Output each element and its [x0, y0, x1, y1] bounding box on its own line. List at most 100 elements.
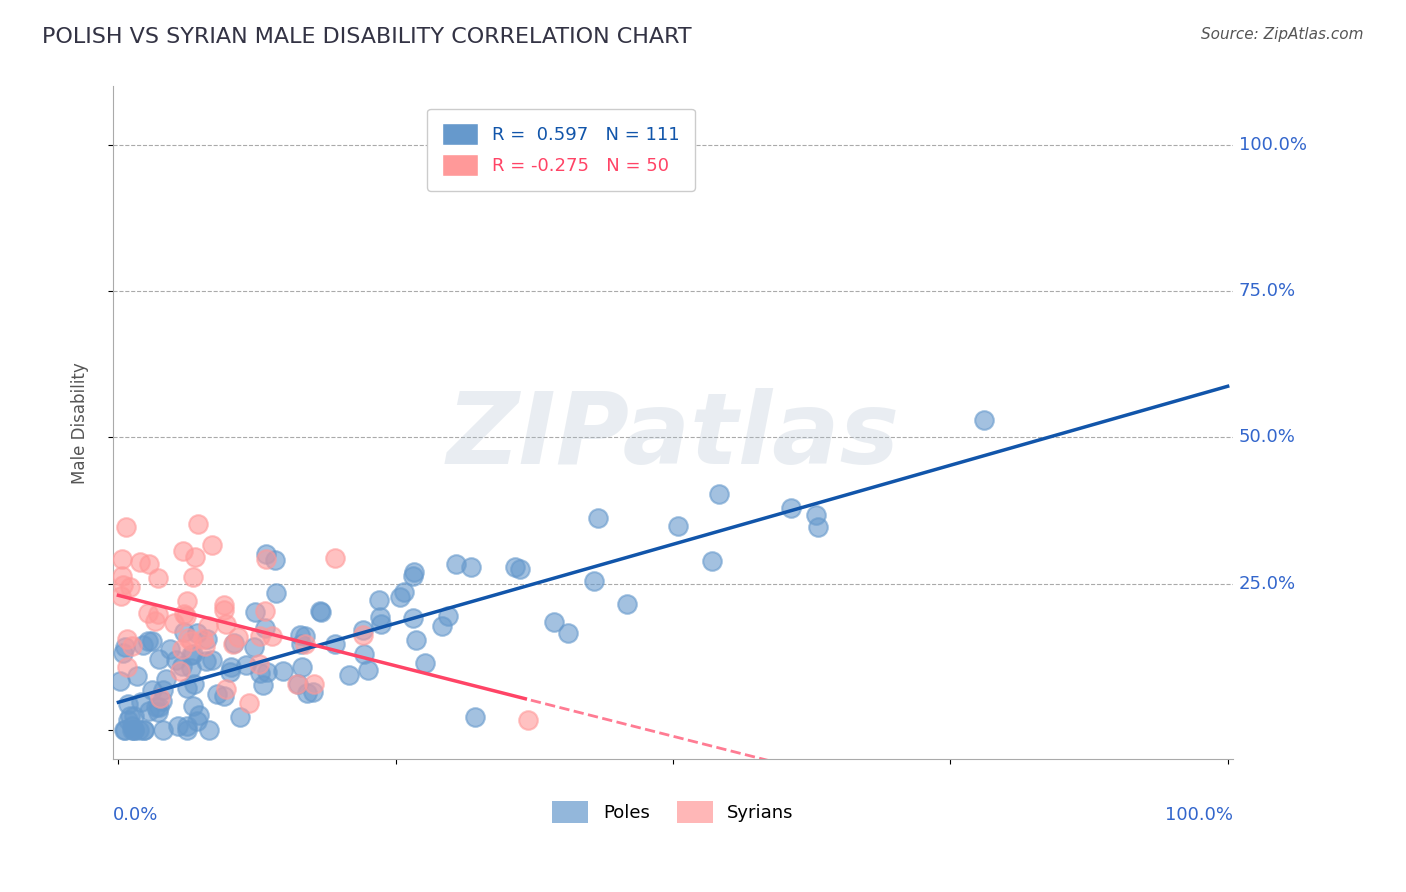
- Poles: [221, 659, 243, 673]
- Poles: [290, 627, 312, 641]
- Poles: [176, 718, 198, 732]
- Poles: [125, 669, 148, 683]
- Poles: [256, 665, 278, 680]
- Poles: [402, 565, 425, 579]
- Syrians: [111, 569, 134, 583]
- Poles: [254, 547, 277, 561]
- Poles: [287, 677, 309, 691]
- Poles: [170, 659, 193, 673]
- Poles: [138, 633, 160, 648]
- Syrians: [110, 590, 132, 604]
- Poles: [165, 653, 187, 667]
- Syrians: [173, 607, 195, 621]
- Syrians: [249, 629, 271, 643]
- Poles: [128, 723, 150, 737]
- Poles: [709, 487, 731, 501]
- Syrians: [120, 581, 142, 595]
- Poles: [352, 623, 374, 637]
- Poles: [668, 519, 690, 533]
- Poles: [243, 605, 266, 619]
- Poles: [370, 616, 392, 631]
- Syrians: [170, 641, 193, 656]
- Poles: [582, 574, 605, 588]
- Legend: Poles, Syrians: Poles, Syrians: [546, 794, 801, 830]
- Syrians: [146, 571, 169, 585]
- Poles: [243, 640, 266, 654]
- Poles: [229, 710, 252, 724]
- Poles: [505, 560, 527, 574]
- Text: Source: ZipAtlas.com: Source: ZipAtlas.com: [1201, 27, 1364, 42]
- Syrians: [112, 578, 135, 592]
- Y-axis label: Male Disability: Male Disability: [72, 362, 89, 483]
- Poles: [173, 625, 195, 640]
- Syrians: [146, 607, 169, 621]
- Poles: [159, 642, 181, 657]
- Syrians: [212, 598, 235, 612]
- Syrians: [215, 681, 238, 696]
- Poles: [112, 723, 135, 737]
- Poles: [224, 636, 246, 650]
- Poles: [302, 685, 325, 699]
- Text: 100.0%: 100.0%: [1239, 136, 1306, 153]
- Poles: [780, 500, 803, 515]
- Poles: [180, 648, 202, 662]
- Syrians: [177, 632, 200, 646]
- Syrians: [304, 677, 326, 691]
- Poles: [252, 677, 274, 691]
- Syrians: [215, 616, 238, 631]
- Poles: [186, 626, 208, 640]
- Poles: [804, 508, 827, 522]
- Syrians: [115, 660, 138, 674]
- Poles: [235, 658, 257, 673]
- Poles: [132, 639, 155, 653]
- Poles: [176, 723, 198, 737]
- Syrians: [174, 609, 197, 624]
- Poles: [309, 604, 332, 618]
- Poles: [152, 683, 174, 698]
- Syrians: [115, 520, 138, 534]
- Syrians: [247, 657, 270, 672]
- Poles: [134, 723, 156, 737]
- Poles: [218, 665, 240, 679]
- Poles: [117, 713, 139, 727]
- Syrians: [325, 550, 347, 565]
- Syrians: [287, 677, 309, 691]
- Syrians: [200, 538, 222, 552]
- Poles: [509, 562, 531, 576]
- Poles: [392, 585, 415, 599]
- Syrians: [176, 594, 198, 608]
- Poles: [700, 554, 723, 568]
- Poles: [181, 648, 204, 662]
- Syrians: [149, 691, 172, 706]
- Poles: [141, 634, 163, 648]
- Poles: [368, 593, 391, 607]
- Poles: [148, 652, 170, 666]
- Syrians: [214, 603, 236, 617]
- Syrians: [254, 604, 277, 618]
- Poles: [807, 519, 830, 533]
- Poles: [586, 511, 609, 525]
- Syrians: [187, 517, 209, 532]
- Poles: [297, 686, 319, 700]
- Poles: [402, 569, 425, 583]
- Poles: [150, 694, 173, 708]
- Text: 0.0%: 0.0%: [112, 806, 159, 824]
- Poles: [198, 723, 221, 737]
- Poles: [973, 413, 995, 427]
- Poles: [176, 681, 198, 696]
- Syrians: [121, 639, 143, 653]
- Poles: [388, 591, 411, 605]
- Poles: [430, 619, 453, 633]
- Poles: [353, 647, 375, 661]
- Poles: [205, 687, 228, 701]
- Poles: [114, 640, 136, 654]
- Syrians: [254, 552, 277, 566]
- Syrians: [294, 637, 316, 651]
- Text: ZIPatlas: ZIPatlas: [447, 388, 900, 484]
- Syrians: [238, 696, 260, 710]
- Poles: [108, 673, 131, 688]
- Text: 25.0%: 25.0%: [1239, 574, 1296, 592]
- Text: POLISH VS SYRIAN MALE DISABILITY CORRELATION CHART: POLISH VS SYRIAN MALE DISABILITY CORRELA…: [42, 27, 692, 46]
- Syrians: [138, 606, 160, 620]
- Poles: [187, 708, 209, 723]
